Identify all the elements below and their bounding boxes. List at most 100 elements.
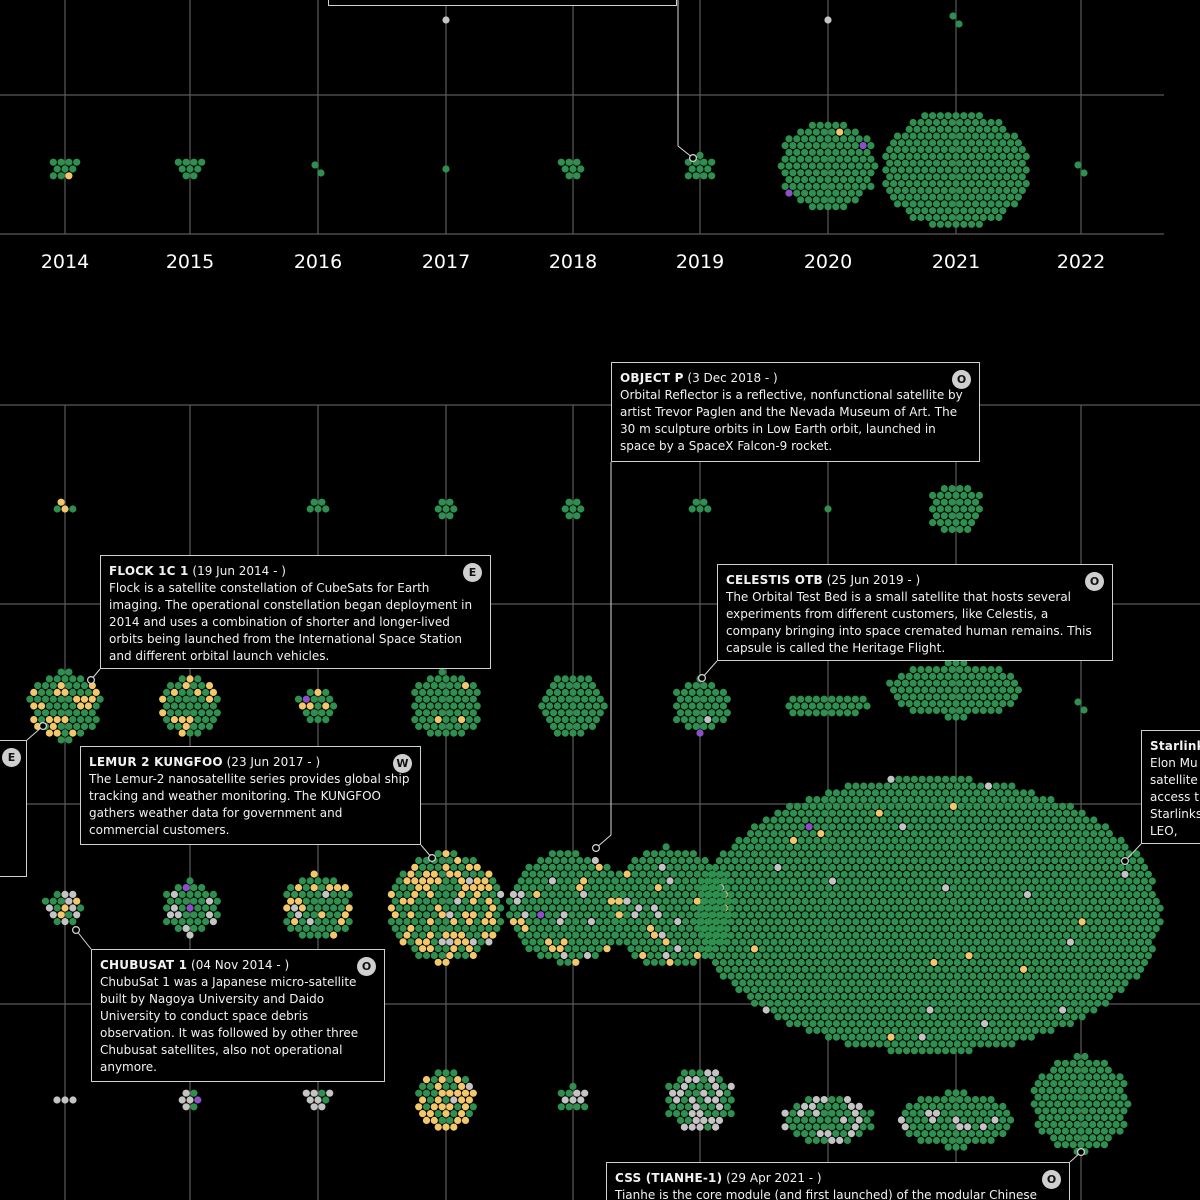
satellite-dot: [318, 1090, 325, 1097]
satellite-dot: [1024, 959, 1031, 966]
satellite-dot: [541, 877, 548, 884]
satellite-dot: [659, 864, 666, 871]
satellite-dot: [968, 505, 975, 512]
satellite-dot: [1059, 816, 1066, 823]
satellite-dot: [529, 871, 536, 878]
satellite-dot: [307, 689, 314, 696]
satellite-dot: [882, 166, 889, 173]
satellite-dot: [674, 864, 681, 871]
satellite-dot: [1097, 1134, 1104, 1141]
annotation-text: The Lemur-2 nanosatellite series provide…: [89, 771, 412, 839]
satellite-dot: [930, 945, 937, 952]
satellite-dot: [1067, 830, 1074, 837]
satellite-dot: [1047, 1013, 1054, 1020]
annotation-flock[interactable]: FLOCK 1C 1 (19 Jun 2014 - ) E Flock is a…: [100, 555, 491, 669]
satellite-dot: [868, 1000, 875, 1007]
satellite-dot: [454, 938, 461, 945]
satellite-dot: [474, 945, 481, 952]
satellite-dot: [686, 884, 693, 891]
annotation-lemur[interactable]: LEMUR 2 KUNGFOO (23 Jun 2017 - ) W The L…: [80, 746, 421, 845]
satellite-dot: [731, 939, 738, 946]
satellite-dot: [969, 796, 976, 803]
satellite-dot: [678, 925, 685, 932]
satellite-dot: [848, 952, 855, 959]
satellite-dot: [1114, 952, 1121, 959]
satellite-dot: [1082, 871, 1089, 878]
satellite-dot: [985, 823, 992, 830]
satellite-dot: [797, 696, 804, 703]
annotation-left-partial[interactable]: E: [0, 740, 27, 877]
annotation-name: Starlink: [1150, 739, 1200, 753]
satellite-dot: [326, 696, 333, 703]
satellite-dot: [596, 904, 603, 911]
satellite-dot: [759, 945, 766, 952]
satellite-dot: [840, 190, 847, 197]
satellite-dot: [825, 898, 832, 905]
satellite-dot: [1079, 905, 1086, 912]
satellite-dot: [1066, 1067, 1073, 1074]
satellite-dot: [553, 911, 560, 918]
satellite-dot: [1098, 939, 1105, 946]
satellite-dot: [431, 723, 438, 730]
satellite-dot: [631, 952, 638, 959]
satellite-dot: [318, 911, 325, 918]
satellite-dot: [577, 165, 584, 172]
satellite-dot: [876, 918, 883, 925]
satellite-dot: [678, 938, 685, 945]
annotation-object-p[interactable]: OBJECT P (3 Dec 2018 - ) O Orbital Refle…: [611, 362, 980, 462]
satellite-dot: [442, 505, 449, 512]
satellite-dot: [314, 932, 321, 939]
satellite-dot: [864, 871, 871, 878]
satellite-dot: [794, 966, 801, 973]
satellite-dot: [73, 911, 80, 918]
satellite-dot: [925, 146, 932, 153]
satellite-dot: [911, 803, 918, 810]
satellite-dot: [977, 945, 984, 952]
satellite-dot: [945, 139, 952, 146]
satellite-dot: [202, 891, 209, 898]
satellite-dot: [569, 165, 576, 172]
satellite-dot: [941, 173, 948, 180]
satellite-dot: [832, 702, 839, 709]
satellite-dot: [872, 898, 879, 905]
satellite-dot: [77, 702, 84, 709]
satellite-dot: [770, 952, 777, 959]
satellite-dot: [603, 877, 610, 884]
x-tick-label-2020: 2020: [804, 251, 852, 273]
satellite-dot: [1074, 698, 1081, 705]
satellite-dot: [844, 1123, 851, 1130]
satellite-dot: [510, 904, 517, 911]
satellite-dot: [902, 146, 909, 153]
annotation-css[interactable]: CSS (TIANHE-1) (29 Apr 2021 - ) O Tianhe…: [606, 1162, 1070, 1200]
satellite-dot: [868, 823, 875, 830]
satellite-dot: [1043, 979, 1050, 986]
satellite-dot: [976, 1103, 983, 1110]
satellite-dot: [439, 884, 446, 891]
satellite-dot: [832, 1130, 839, 1137]
satellite-dot: [731, 979, 738, 986]
satellite-dot: [929, 126, 936, 133]
satellite-dot: [856, 816, 863, 823]
satellite-dot: [427, 945, 434, 952]
annotation-starlink[interactable]: Starlink Elon Mu satellite access t Star…: [1141, 730, 1200, 844]
satellite-dot: [950, 952, 957, 959]
satellite-dot: [1032, 837, 1039, 844]
satellite-dot: [694, 898, 701, 905]
satellite-dot: [910, 133, 917, 140]
leader-anchor: [73, 927, 80, 934]
satellite-dot: [985, 1013, 992, 1020]
satellite-dot: [903, 884, 910, 891]
satellite-dot: [163, 702, 170, 709]
satellite-dot: [899, 1000, 906, 1007]
satellite-dot: [627, 904, 634, 911]
satellite-dot: [1093, 1141, 1100, 1148]
satellite-dot: [942, 816, 949, 823]
satellite-dot: [860, 973, 867, 980]
satellite-dot: [813, 696, 820, 703]
annotation-celestis[interactable]: CELESTIS OTB (25 Jun 2019 - ) O The Orbi…: [717, 564, 1113, 661]
satellite-dot: [937, 126, 944, 133]
satellite-dot: [190, 925, 197, 932]
annotation-chubusat[interactable]: CHUBUSAT 1 (04 Nov 2014 - ) O ChubuSat 1…: [91, 949, 385, 1082]
satellite-dot: [832, 203, 839, 210]
satellite-dot: [1016, 973, 1023, 980]
